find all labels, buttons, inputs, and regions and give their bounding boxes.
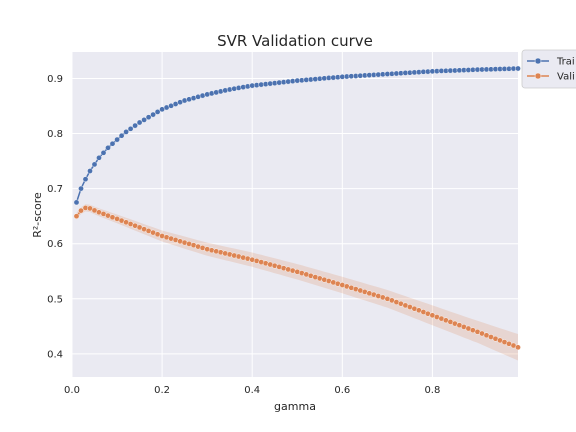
training-data-point bbox=[109, 140, 116, 147]
training-data-point bbox=[208, 90, 215, 97]
training-data-point bbox=[199, 92, 206, 99]
legend-validation-marker bbox=[534, 72, 542, 80]
y-tick-label: 0.5 bbox=[47, 294, 63, 305]
training-data-point bbox=[73, 199, 80, 206]
training-data-point bbox=[123, 129, 129, 135]
training-data-point bbox=[127, 126, 134, 132]
training-data-point bbox=[136, 119, 143, 126]
x-tick-label: 0.6 bbox=[334, 385, 350, 396]
legend-training-label: Trai bbox=[556, 57, 575, 68]
training-data-point bbox=[100, 149, 107, 156]
training-data-point bbox=[204, 91, 210, 98]
y-tick-label: 0.9 bbox=[47, 74, 63, 85]
training-data-point bbox=[213, 89, 219, 96]
x-tick-label: 0.2 bbox=[154, 385, 170, 396]
y-axis-label: R²-score bbox=[31, 192, 44, 238]
validation-data-point bbox=[73, 213, 80, 219]
x-tick-label: 0.4 bbox=[244, 385, 260, 396]
validation-data-point bbox=[222, 250, 228, 257]
training-data-point bbox=[114, 136, 120, 143]
x-tick-label: 0.0 bbox=[64, 385, 80, 396]
training-data-point bbox=[289, 78, 296, 84]
validation-data-point bbox=[515, 344, 521, 351]
x-axis-label: gamma bbox=[274, 400, 316, 413]
training-data-point bbox=[217, 88, 224, 95]
training-data-point bbox=[87, 168, 93, 174]
y-tick-label: 0.6 bbox=[47, 239, 63, 250]
x-axis-ticks: 0.0 0.2 0.4 0.6 0.8 bbox=[64, 385, 440, 396]
legend-validation-label: Vali bbox=[557, 72, 575, 83]
legend: Trai Vali bbox=[521, 49, 576, 89]
validation-data-point bbox=[208, 247, 215, 254]
training-data-point bbox=[515, 65, 521, 72]
grid bbox=[71, 52, 518, 377]
training-data-point bbox=[132, 122, 138, 129]
x-tick-label: 0.8 bbox=[424, 385, 440, 396]
y-tick-label: 0.4 bbox=[47, 349, 63, 360]
training-data-point bbox=[82, 176, 89, 182]
validation-data-point bbox=[289, 267, 296, 274]
training-data-point bbox=[145, 114, 152, 120]
training-data-point bbox=[222, 87, 228, 94]
validation-data-point bbox=[213, 248, 219, 255]
plot-background bbox=[72, 52, 518, 377]
validation-data-point bbox=[379, 294, 386, 301]
series-points bbox=[73, 65, 521, 351]
training-data-point bbox=[96, 154, 102, 161]
validation-data-point bbox=[240, 254, 246, 261]
chart-title: SVR Validation curve bbox=[217, 32, 373, 50]
training-data-point bbox=[150, 111, 156, 118]
validation-data-point bbox=[199, 245, 206, 251]
validation-data-point bbox=[231, 252, 237, 259]
y-axis-ticks: 0.4 0.5 0.6 0.7 0.8 0.9 bbox=[47, 74, 63, 360]
validation-data-point bbox=[78, 207, 84, 214]
training-data-point bbox=[78, 185, 84, 192]
training-data-point bbox=[154, 109, 161, 115]
y-tick-label: 0.7 bbox=[47, 184, 63, 195]
y-tick-label: 0.8 bbox=[47, 129, 63, 140]
training-data-point bbox=[118, 132, 125, 139]
training-data-point bbox=[141, 117, 147, 123]
training-data-point bbox=[105, 144, 111, 151]
legend-training-marker bbox=[534, 57, 542, 65]
training-data-point bbox=[91, 161, 98, 168]
